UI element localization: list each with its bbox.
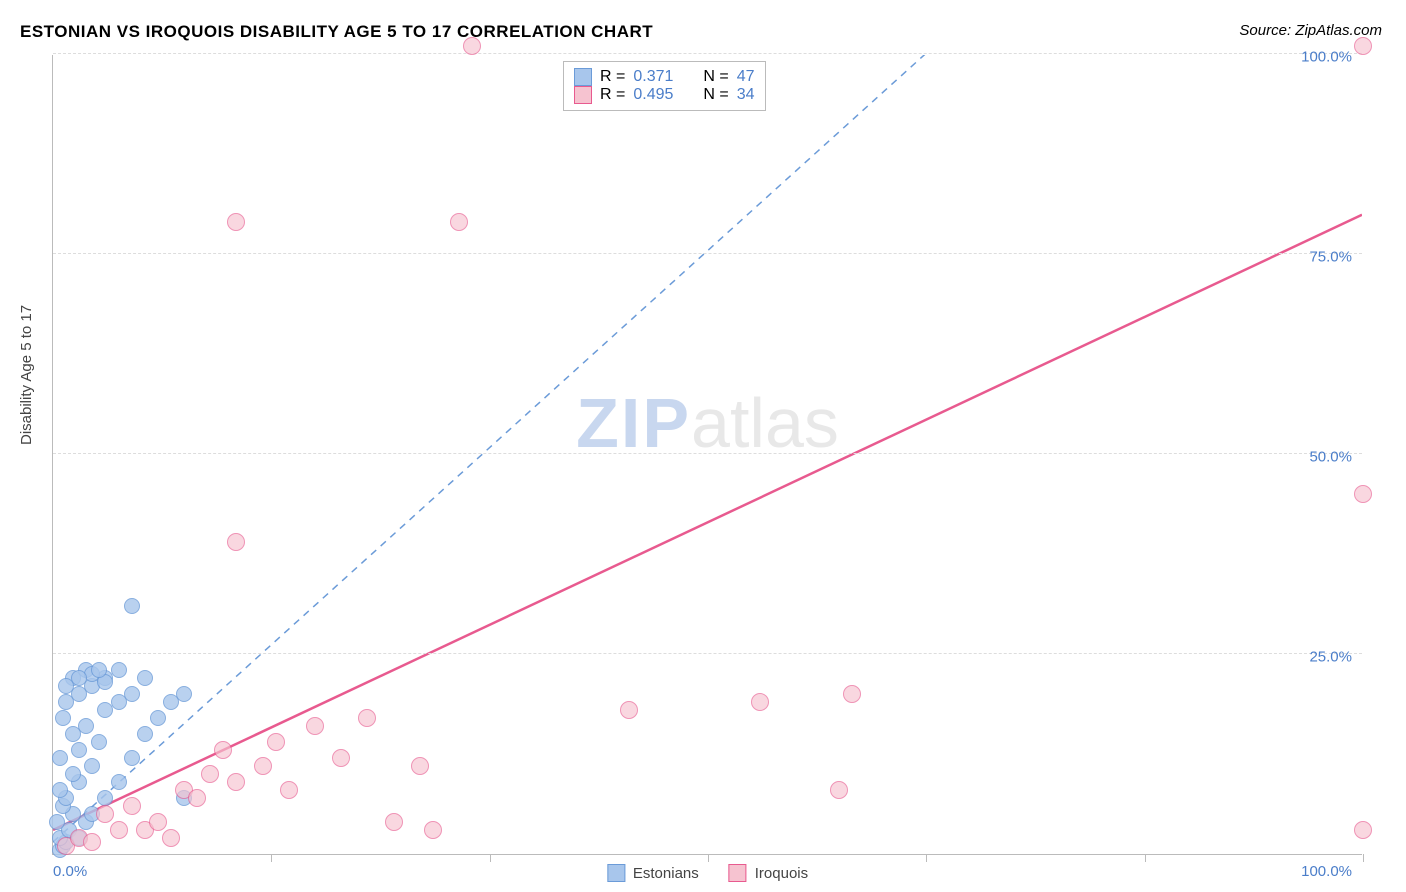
x-tick bbox=[490, 854, 491, 862]
n-value: 34 bbox=[737, 86, 755, 104]
x-tick bbox=[708, 854, 709, 862]
gridline bbox=[53, 53, 1362, 54]
data-point bbox=[280, 781, 298, 799]
data-point bbox=[751, 693, 769, 711]
data-point bbox=[227, 533, 245, 551]
watermark-zip: ZIP bbox=[576, 384, 691, 462]
x-axis-max-label: 100.0% bbox=[1301, 863, 1352, 880]
x-tick bbox=[1145, 854, 1146, 862]
stats-legend-row: R = 0.371 N = 47 bbox=[574, 68, 755, 86]
scatter-plot: ZIPatlas R = 0.371N = 47R = 0.495N = 34 … bbox=[52, 55, 1362, 855]
data-point bbox=[91, 662, 107, 678]
data-point bbox=[71, 670, 87, 686]
data-point bbox=[1354, 37, 1372, 55]
data-point bbox=[149, 813, 167, 831]
data-point bbox=[306, 717, 324, 735]
legend-swatch bbox=[729, 864, 747, 882]
data-point bbox=[111, 774, 127, 790]
data-point bbox=[843, 685, 861, 703]
data-point bbox=[137, 670, 153, 686]
data-point bbox=[358, 709, 376, 727]
r-value: 0.495 bbox=[633, 86, 673, 104]
data-point bbox=[97, 790, 113, 806]
data-point bbox=[424, 821, 442, 839]
data-point bbox=[52, 750, 68, 766]
data-point bbox=[201, 765, 219, 783]
series-legend: Estonians Iroquois bbox=[607, 864, 808, 882]
data-point bbox=[123, 797, 141, 815]
trend-line bbox=[53, 55, 1362, 842]
data-point bbox=[84, 758, 100, 774]
data-point bbox=[332, 749, 350, 767]
series-name: Iroquois bbox=[755, 865, 808, 882]
x-tick bbox=[271, 854, 272, 862]
r-value: 0.371 bbox=[633, 68, 673, 86]
data-point bbox=[150, 710, 166, 726]
y-tick-label: 100.0% bbox=[1301, 49, 1352, 66]
data-point bbox=[111, 662, 127, 678]
r-label: R = bbox=[600, 86, 625, 104]
n-label: N = bbox=[703, 86, 728, 104]
legend-swatch bbox=[607, 864, 625, 882]
r-label: R = bbox=[600, 68, 625, 86]
data-point bbox=[83, 833, 101, 851]
data-point bbox=[463, 37, 481, 55]
y-axis-label: Disability Age 5 to 17 bbox=[18, 305, 35, 445]
data-point bbox=[124, 598, 140, 614]
data-point bbox=[1354, 485, 1372, 503]
chart-title: ESTONIAN VS IROQUOIS DISABILITY AGE 5 TO… bbox=[20, 22, 653, 42]
stats-legend-row: R = 0.495 N = 34 bbox=[574, 86, 755, 104]
data-point bbox=[188, 789, 206, 807]
data-point bbox=[49, 814, 65, 830]
legend-swatch bbox=[574, 86, 592, 104]
data-point bbox=[214, 741, 232, 759]
data-point bbox=[227, 213, 245, 231]
data-point bbox=[110, 821, 128, 839]
data-point bbox=[124, 686, 140, 702]
data-point bbox=[71, 742, 87, 758]
data-point bbox=[91, 734, 107, 750]
x-tick bbox=[1363, 854, 1364, 862]
data-point bbox=[1354, 821, 1372, 839]
data-point bbox=[267, 733, 285, 751]
source-name: ZipAtlas.com bbox=[1295, 22, 1382, 39]
data-point bbox=[411, 757, 429, 775]
y-tick-label: 50.0% bbox=[1309, 449, 1352, 466]
data-point bbox=[385, 813, 403, 831]
data-point bbox=[124, 750, 140, 766]
data-point bbox=[78, 718, 94, 734]
data-point bbox=[830, 781, 848, 799]
data-point bbox=[450, 213, 468, 231]
n-label: N = bbox=[703, 68, 728, 86]
stats-legend: R = 0.371 N = 47 R = 0.495 N = 34 bbox=[563, 61, 766, 111]
legend-swatch bbox=[574, 68, 592, 86]
gridline bbox=[53, 453, 1362, 454]
watermark: ZIPatlas bbox=[576, 383, 839, 463]
watermark-atlas: atlas bbox=[691, 384, 839, 462]
source-prefix: Source: bbox=[1239, 22, 1295, 39]
trend-lines bbox=[53, 55, 1362, 854]
data-point bbox=[52, 782, 68, 798]
series-legend-item: Estonians bbox=[607, 864, 699, 882]
data-point bbox=[137, 726, 153, 742]
y-tick-label: 25.0% bbox=[1309, 649, 1352, 666]
data-point bbox=[620, 701, 638, 719]
data-point bbox=[162, 829, 180, 847]
x-axis-min-label: 0.0% bbox=[53, 863, 87, 880]
x-tick bbox=[926, 854, 927, 862]
data-point bbox=[176, 686, 192, 702]
data-point bbox=[96, 805, 114, 823]
y-tick-label: 75.0% bbox=[1309, 249, 1352, 266]
n-value: 47 bbox=[737, 68, 755, 86]
gridline bbox=[53, 253, 1362, 254]
series-name: Estonians bbox=[633, 865, 699, 882]
data-point bbox=[227, 773, 245, 791]
data-point bbox=[55, 710, 71, 726]
trend-line bbox=[53, 215, 1362, 830]
gridline bbox=[53, 653, 1362, 654]
series-legend-item: Iroquois bbox=[729, 864, 808, 882]
data-point bbox=[65, 766, 81, 782]
data-point bbox=[254, 757, 272, 775]
